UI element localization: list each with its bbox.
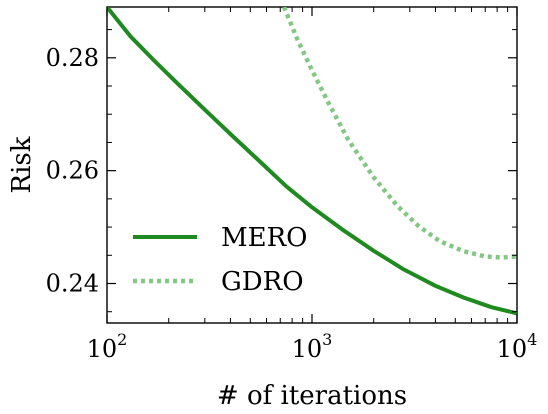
plot-area-border bbox=[106, 6, 518, 324]
legend-label-mero: MERO bbox=[221, 223, 308, 253]
x-tick-base: 10 bbox=[292, 335, 323, 363]
x-tick-exponent: 2 bbox=[117, 330, 127, 349]
y-axis-label: Risk bbox=[7, 136, 37, 193]
x-axis-label: # of iterations bbox=[217, 381, 407, 411]
x-tick-exponent: 4 bbox=[527, 330, 537, 349]
legend-label-gdro: GDRO bbox=[221, 267, 304, 297]
plot-frame bbox=[106, 6, 518, 324]
x-tick-base: 10 bbox=[497, 335, 528, 363]
y-tick-label: 0.26 bbox=[46, 157, 99, 185]
x-tick-label: 103 bbox=[292, 330, 333, 363]
x-tick-label: 104 bbox=[497, 330, 538, 363]
series-line-gdro bbox=[281, 7, 517, 260]
y-tick-label: 0.28 bbox=[46, 44, 99, 72]
series-layer bbox=[107, 7, 517, 316]
x-tick-base: 10 bbox=[87, 335, 118, 363]
legend: MERO GDRO bbox=[133, 223, 308, 297]
y-tick-label: 0.24 bbox=[46, 270, 99, 298]
x-tick-exponent: 3 bbox=[322, 330, 332, 349]
series-line-mero bbox=[107, 7, 517, 316]
x-tick-label: 102 bbox=[87, 330, 128, 363]
